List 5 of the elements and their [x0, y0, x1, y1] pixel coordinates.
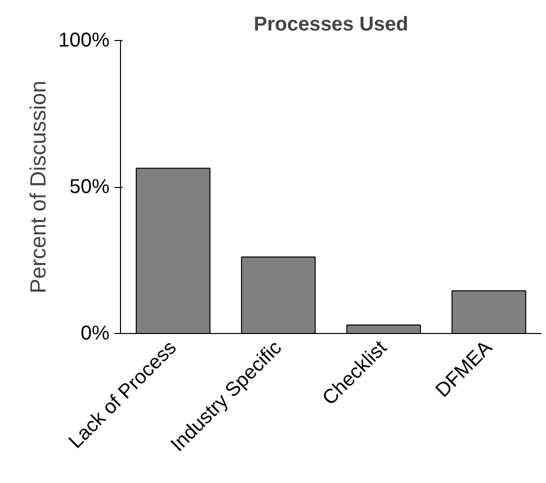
y-tick-label: 50%	[69, 176, 110, 198]
chart-title: Processes Used	[254, 14, 408, 36]
y-axis-title: Percent of Discussion	[25, 80, 50, 294]
y-tick-label: 0%	[80, 322, 110, 344]
y-tick-label: 100%	[58, 30, 110, 52]
